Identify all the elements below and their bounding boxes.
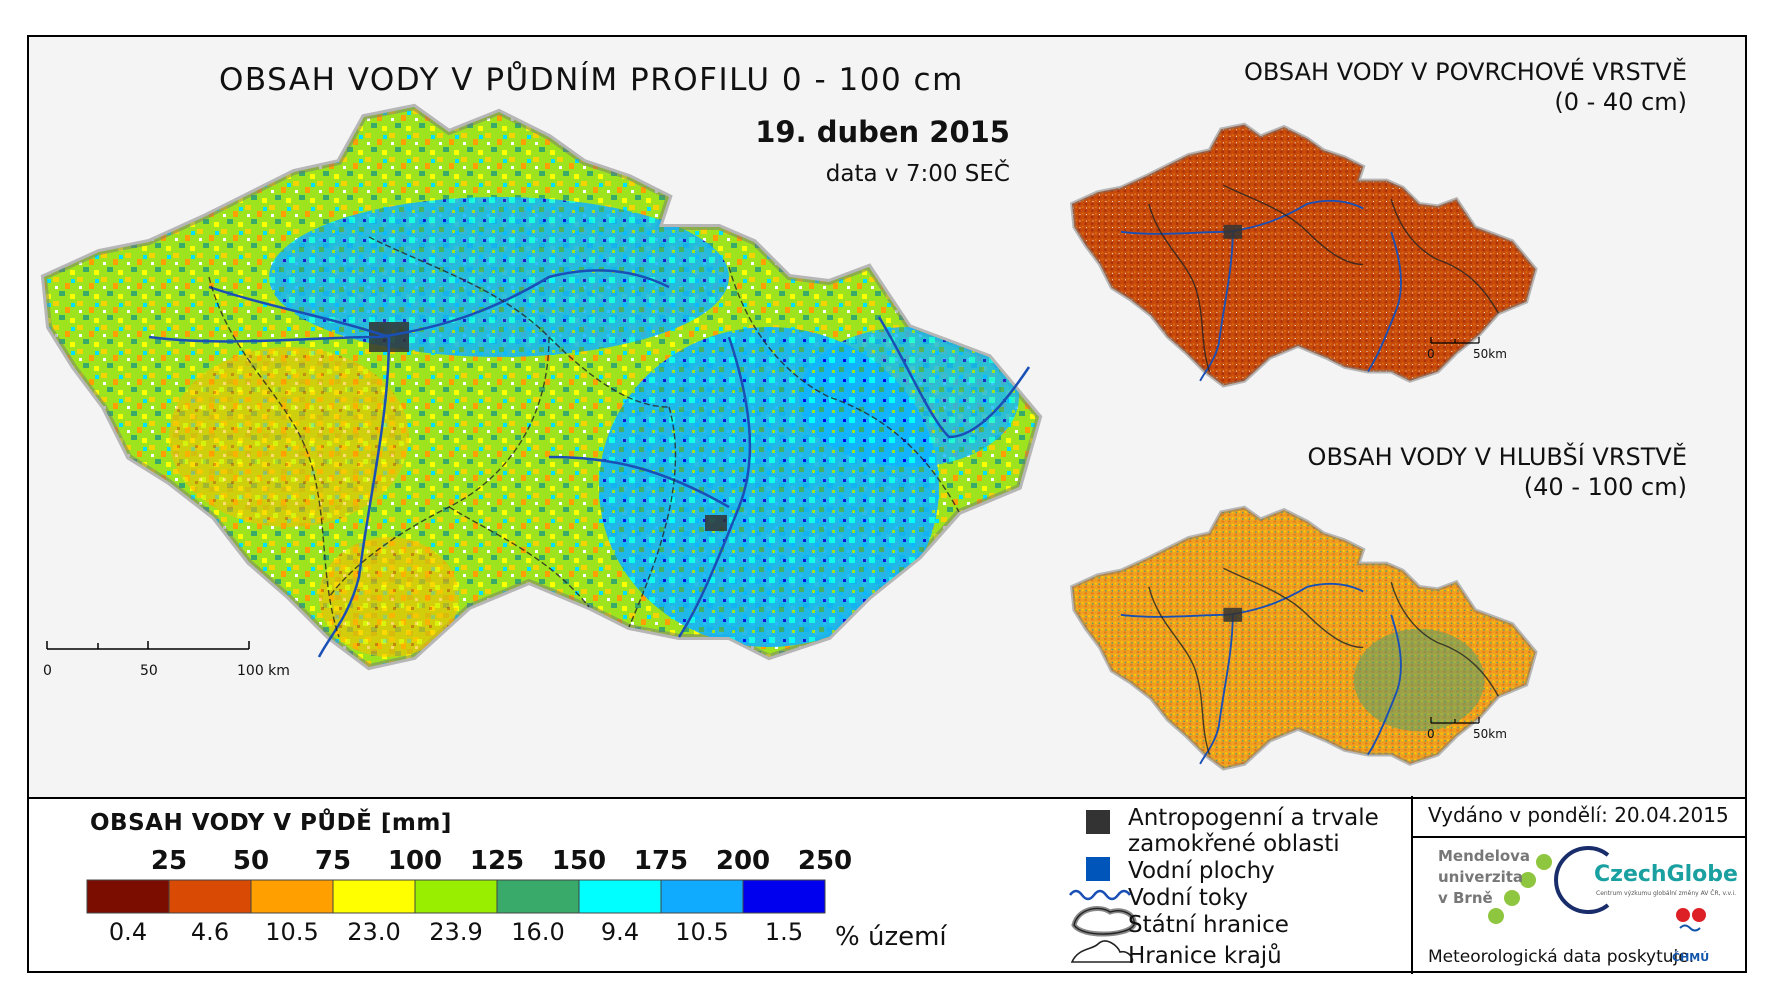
main-scale-label-0: 0	[43, 663, 52, 679]
main-map-rivers	[148, 269, 1031, 658]
legend-threshold-label: 150	[551, 846, 607, 876]
main-map-wet-zone	[799, 327, 1019, 467]
main-map	[40, 103, 1043, 671]
mendel-line3: v Brně	[1438, 889, 1493, 907]
legend-threshold-label: 175	[633, 846, 689, 876]
surface-scale-label-0: 0	[1427, 347, 1435, 361]
legend-percent-value: 16.0	[511, 918, 565, 946]
issued-date: Vydáno v pondělí: 20.04.2015	[1428, 803, 1729, 827]
legend-item-region-border: Hranice krajů	[1128, 943, 1282, 969]
surface-map-title: OBSAH VODY V POVRCHOVÉ VRSTVĚ (0 - 40 cm…	[1244, 57, 1687, 117]
deep-map-title: OBSAH VODY V HLUBŠÍ VRSTVĚ (40 - 100 cm)	[1308, 442, 1687, 502]
legend-percent-unit: % území	[835, 922, 947, 952]
main-map-urban-area	[705, 515, 727, 531]
legend-percent-value: 23.0	[347, 918, 401, 946]
legend-percent-value: 4.6	[190, 918, 230, 946]
legend-threshold-label: 125	[469, 846, 525, 876]
legend-item-antropogenic-line1: Antropogenní a trvale	[1128, 805, 1379, 831]
legend-threshold-label: 250	[797, 846, 853, 876]
main-map-dry-zone	[169, 347, 409, 527]
surface-map-title-line1: OBSAH VODY V POVRCHOVÉ VRSTVĚ	[1244, 58, 1687, 86]
footer-divider-vertical	[1411, 796, 1413, 974]
legend-threshold-label: 75	[314, 846, 352, 876]
legend-title: OBSAH VODY V PŮDĚ [mm]	[90, 810, 452, 836]
main-map-title: OBSAH VODY V PŮDNÍM PROFILU 0 - 100 cm	[219, 62, 964, 98]
legend-percent-value: 10.5	[675, 918, 729, 946]
footer-divider-horizontal	[1413, 836, 1745, 838]
legend-threshold-label: 200	[715, 846, 771, 876]
deep-map-title-line1: OBSAH VODY V HLUBŠÍ VRSTVĚ	[1307, 443, 1687, 471]
legend-percent-value: 10.5	[265, 918, 319, 946]
mendel-line2: univerzita	[1438, 868, 1524, 886]
main-scale-label-100: 100 km	[237, 663, 290, 679]
main-map-wet-zone	[269, 197, 729, 357]
map-frame: OBSAH VODY V PŮDNÍM PROFILU 0 - 100 cm 1…	[27, 35, 1747, 973]
legend-percent-value: 23.9	[429, 918, 483, 946]
legend-item-antropogenic-line2: zamokřené oblasti	[1128, 831, 1340, 857]
mendel-logo-text: Mendelova univerzita v Brně	[1438, 846, 1530, 909]
deep-scale-label-0: 0	[1427, 727, 1435, 741]
deep-map-title-line2: (40 - 100 cm)	[1523, 473, 1687, 501]
deep-map	[1070, 505, 1538, 771]
data-provider-label: Meteorologická data poskytuje:	[1428, 947, 1695, 967]
legend-item-rivers: Vodní toky	[1128, 885, 1249, 911]
main-map-date: 19. duben 2015	[755, 115, 1010, 149]
main-map-data-time: data v 7:00 SEČ	[825, 161, 1010, 187]
deep-scale-bar	[1430, 717, 1480, 724]
legend-item-antropogenic: Antropogenní a trvale zamokřené oblasti	[1128, 805, 1379, 857]
legend-threshold-label: 50	[232, 846, 270, 876]
main-scale-bar	[46, 641, 250, 650]
surface-map-title-line2: (0 - 40 cm)	[1554, 88, 1687, 116]
legend-threshold-label: 25	[150, 846, 188, 876]
legend-item-state-border: Státní hranice	[1128, 912, 1289, 938]
chmu-logo: ČHMÚ	[1672, 951, 1710, 964]
legend-item-water-surfaces: Vodní plochy	[1128, 858, 1275, 884]
czechglobe-logo: CzechGlobe	[1594, 862, 1738, 887]
main-map-region-borders	[208, 236, 960, 638]
legend-percent-value: 9.4	[600, 918, 640, 946]
legend-percent-value: 0.4	[108, 918, 148, 946]
maps-svg	[40, 103, 1538, 771]
czechglobe-logo-subtitle: Centrum výzkumu globální změny AV ČR, v.…	[1596, 890, 1737, 897]
legend-threshold-label: 100	[387, 846, 443, 876]
main-map-dry-zone	[319, 537, 459, 657]
surface-map	[1070, 122, 1538, 388]
map-area: OBSAH VODY V PŮDNÍM PROFILU 0 - 100 cm 1…	[29, 37, 1745, 799]
main-scale-label-50: 50	[140, 663, 158, 679]
surface-scale-bar	[1430, 337, 1480, 344]
deep-scale-label-50: 50km	[1473, 727, 1507, 741]
legend-percent-value: 1.5	[764, 918, 804, 946]
surface-scale-label-50: 50km	[1473, 347, 1507, 361]
mendel-line1: Mendelova	[1438, 847, 1531, 865]
